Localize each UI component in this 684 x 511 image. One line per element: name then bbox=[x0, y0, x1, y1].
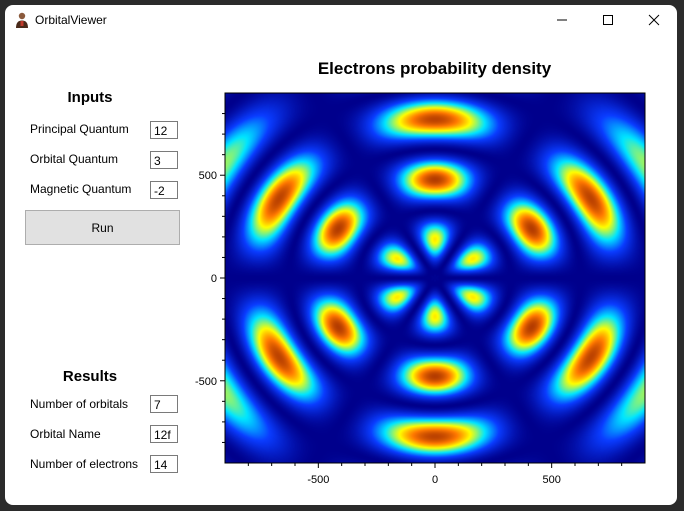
orbital-quantum-label: Orbital Quantum bbox=[30, 152, 119, 166]
x-tick-label: 500 bbox=[542, 474, 560, 486]
y-tick-label: 500 bbox=[199, 170, 217, 182]
close-button[interactable] bbox=[631, 5, 677, 35]
close-icon bbox=[648, 14, 660, 26]
number-of-orbitals-output[interactable] bbox=[150, 395, 178, 413]
maximize-button[interactable] bbox=[585, 5, 631, 35]
window-title: OrbitalViewer bbox=[35, 13, 107, 27]
number-of-electrons-label: Number of electrons bbox=[30, 457, 139, 471]
orbital-name-label: Orbital Name bbox=[30, 427, 101, 441]
plot-title: Electrons probability density bbox=[317, 59, 552, 78]
y-axis: 500 0 -500 bbox=[195, 113, 225, 443]
number-of-electrons-output[interactable] bbox=[150, 455, 178, 473]
orbital-quantum-input[interactable] bbox=[150, 151, 178, 169]
plot-frame bbox=[224, 92, 646, 464]
principal-quantum-label: Principal Quantum bbox=[30, 122, 129, 136]
orbital-name-output[interactable] bbox=[150, 425, 178, 443]
run-button[interactable]: Run bbox=[25, 210, 180, 245]
y-tick-label: 0 bbox=[211, 273, 217, 285]
density-heatmap bbox=[225, 93, 645, 463]
minimize-icon bbox=[557, 19, 567, 21]
magnetic-quantum-label: Magnetic Quantum bbox=[30, 182, 132, 196]
number-of-orbitals-label: Number of orbitals bbox=[30, 397, 129, 411]
results-heading: Results bbox=[62, 368, 118, 385]
minimize-button[interactable] bbox=[539, 5, 585, 35]
inputs-heading: Inputs bbox=[67, 89, 113, 106]
principal-quantum-input[interactable] bbox=[150, 121, 178, 139]
person-icon bbox=[16, 12, 28, 28]
y-tick-label: -500 bbox=[195, 376, 217, 388]
maximize-icon bbox=[603, 15, 613, 25]
title-bar[interactable]: OrbitalViewer bbox=[5, 5, 677, 35]
x-tick-label: 0 bbox=[432, 474, 438, 486]
magnetic-quantum-input[interactable] bbox=[150, 181, 178, 199]
app-window: OrbitalViewer Inputs Principal Quantum O… bbox=[5, 5, 677, 505]
density-plot: -500 0 500 500 0 -500 bbox=[195, 92, 646, 486]
x-tick-label: -500 bbox=[307, 474, 329, 486]
x-axis: -500 0 500 bbox=[247, 463, 623, 486]
